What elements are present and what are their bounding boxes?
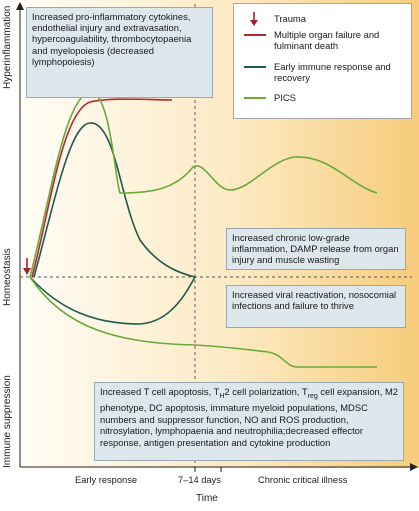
- legend-death: Multiple organ failure and fulminant dea…: [274, 29, 380, 51]
- viral-reactivation-box: Increased viral reactivation, nosocomial…: [226, 285, 406, 328]
- legend-recovery: Early immune response and recovery: [274, 61, 391, 83]
- legend: Trauma Multiple organ failure and fulmin…: [233, 3, 412, 119]
- hyperinflammation-text: Increased pro-inflammatory cytokines, en…: [32, 11, 192, 67]
- trauma-key-icon: [250, 12, 258, 26]
- y-label-homeostasis: Homeostasis: [2, 248, 13, 306]
- pics-key-line: [244, 97, 266, 99]
- recovery-key-line: [244, 66, 266, 68]
- viral-reactivation-text: Increased viral reactivation, nosocomial…: [232, 289, 397, 312]
- recovery-suppression-curve: [29, 276, 196, 325]
- pics-hyperinflammation-curve: [29, 91, 378, 278]
- suppression-rest: expansion, M2 phenotype, DC apoptosis, i…: [100, 386, 398, 448]
- death-key-line: [244, 34, 266, 36]
- legend-trauma: Trauma: [274, 13, 306, 24]
- immune-suppression-box: Increased T cell apoptosis, TH2 cell pol…: [94, 382, 404, 461]
- chronic-inflammation-box: Increased chronic low-grade inflammation…: [226, 228, 406, 270]
- y-label-hyperinflammation: Hyperinflammation: [2, 5, 13, 89]
- x-label-7-14-days: 7–14 days: [178, 475, 221, 485]
- suppression-sub-reg: reg: [307, 392, 318, 400]
- chronic-inflammation-text: Increased chronic low-grade inflammation…: [232, 232, 399, 266]
- y-label-immune-suppression: Immune suppression: [2, 375, 13, 468]
- suppression-line1-mid: 2 cell polarization, T: [224, 386, 308, 397]
- death-curve: [31, 98, 173, 278]
- x-label-early-response: Early response: [75, 475, 138, 485]
- recovery-hyperinflammation-curve: [33, 122, 196, 278]
- x-axis-title: Time: [196, 493, 218, 504]
- suppression-line1-pre: Increased T cell apoptosis, T: [100, 386, 220, 397]
- pics-suppression-curve: [29, 276, 377, 368]
- legend-pics: PICS: [274, 92, 296, 103]
- suppression-line1-post: cell: [317, 386, 335, 397]
- trauma-arrow-head: [23, 268, 31, 275]
- suppression-sub-h: H: [219, 392, 225, 400]
- hyperinflammation-box: Increased pro-inflammatory cytokines, en…: [26, 7, 213, 98]
- x-label-chronic-critical-illness: Chronic critical illness: [258, 475, 348, 485]
